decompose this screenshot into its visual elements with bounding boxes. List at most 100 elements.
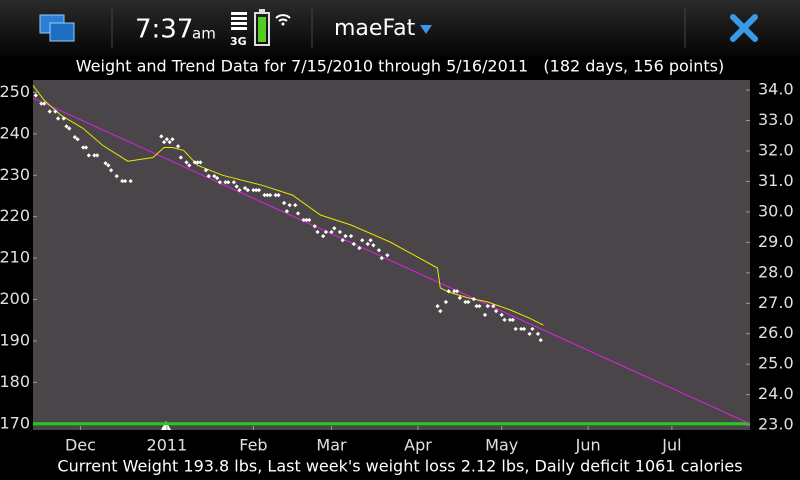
trend-line (32, 85, 544, 326)
weight-point (33, 93, 38, 98)
weight-point (507, 317, 513, 322)
weight-point (513, 326, 518, 332)
weight-point (170, 137, 175, 142)
y2-tick-label: 25.0 (758, 354, 794, 373)
clock-time: 7:37 (135, 15, 193, 45)
weight-point (493, 309, 499, 314)
weight-point (72, 135, 77, 140)
weight-point (312, 224, 317, 229)
weight-point (53, 109, 58, 114)
weight-point (385, 253, 390, 258)
weight-point (215, 176, 220, 181)
y2-tick-label: 31.0 (758, 171, 794, 190)
weight-point (332, 226, 337, 231)
weight-point (83, 145, 89, 150)
close-button[interactable] (730, 14, 758, 42)
weight-point (535, 331, 541, 337)
weight-point (284, 209, 290, 214)
weight-point (47, 109, 52, 114)
y2-tick-label: 24.0 (758, 384, 794, 403)
weight-point (61, 116, 66, 121)
weight-point (86, 153, 91, 158)
y-tick-label: 250 (0, 82, 30, 101)
weight-point (256, 188, 262, 193)
y2-tick-label: 32.0 (758, 140, 794, 159)
weight-point (203, 168, 209, 173)
weight-point (510, 317, 515, 322)
weight-point (340, 238, 345, 243)
today-marker (161, 421, 171, 430)
weight-point (337, 229, 343, 235)
weight-point (184, 160, 189, 165)
weight-point (95, 153, 100, 158)
weight-point (234, 184, 239, 189)
weight-point (446, 289, 451, 294)
weight-point (368, 238, 373, 243)
weight-point (75, 137, 80, 142)
weight-point (351, 241, 356, 247)
weight-point (466, 299, 471, 305)
weight-point (39, 101, 44, 106)
weight-point (268, 193, 273, 198)
y2-tick-label: 30.0 (758, 201, 794, 220)
weight-point (198, 160, 203, 165)
weight-point (92, 153, 97, 158)
weight-point (491, 304, 496, 309)
plot-area (33, 80, 750, 430)
weight-point (474, 304, 479, 309)
app-title[interactable]: maeFat (334, 16, 416, 41)
weight-point (226, 180, 231, 185)
weight-point (120, 178, 125, 184)
weight-point (167, 140, 172, 145)
task-switcher-icon[interactable] (39, 14, 75, 42)
status-bar (0, 0, 800, 56)
weight-point (114, 173, 119, 179)
y-tick-label: 230 (0, 165, 30, 184)
weight-point (122, 178, 128, 184)
network-type: 3G (230, 35, 247, 48)
weight-point (438, 309, 443, 314)
y-tick-label: 240 (0, 123, 30, 142)
clock-ampm: am (192, 25, 216, 43)
menu-arrow[interactable] (420, 25, 432, 34)
weight-point (195, 160, 200, 165)
battery-icon (254, 9, 270, 46)
weight-point (242, 185, 248, 191)
weight-point (463, 299, 468, 305)
weight-point (477, 304, 482, 309)
weight-point (212, 173, 217, 179)
weight-point (357, 246, 362, 251)
weight-point (64, 124, 69, 129)
y-tick-label: 220 (0, 206, 30, 225)
weight-point (365, 241, 370, 247)
weight-point (360, 238, 365, 243)
weight-point (67, 126, 72, 131)
weight-point (128, 178, 133, 184)
weight-point (301, 217, 306, 223)
weight-point (502, 317, 507, 322)
x-tick-label: Jul (661, 436, 681, 455)
weight-point (42, 101, 47, 106)
weight-point (55, 116, 61, 121)
weight-point (315, 229, 320, 235)
weight-point (108, 168, 114, 173)
weight-point (281, 200, 287, 206)
weight-point (379, 255, 384, 261)
weight-point (287, 202, 292, 208)
weight-point (293, 202, 298, 208)
weight-point (276, 193, 281, 198)
footer-summary: Current Weight 193.8 lbs, Last week's we… (57, 457, 742, 476)
y-tick-label: 190 (0, 330, 30, 349)
wifi-icon (275, 14, 291, 22)
weight-point (265, 193, 270, 198)
y-tick-label: 180 (0, 372, 30, 391)
weight-point (452, 289, 457, 294)
weight-point (519, 326, 524, 332)
weight-point (164, 137, 170, 142)
weight-point (435, 304, 440, 309)
weight-point (304, 217, 309, 223)
weight-point (348, 234, 354, 239)
y2-tick-label: 23.0 (758, 415, 794, 434)
weight-point (162, 140, 167, 145)
